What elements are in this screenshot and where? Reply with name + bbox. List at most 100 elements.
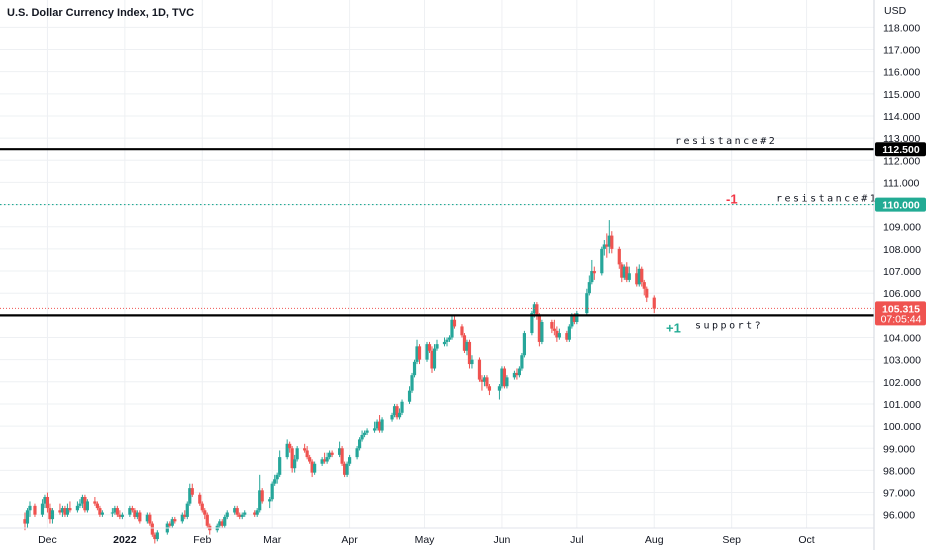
candle-body — [610, 235, 614, 249]
candle-body — [517, 368, 522, 376]
candle-body — [303, 448, 307, 451]
candle-body — [80, 496, 85, 504]
resistance#1-tag-label: 110.000 — [882, 200, 920, 212]
candle — [362, 430, 367, 438]
y-tick-label: 102.000 — [883, 377, 921, 389]
candle — [445, 337, 449, 347]
candle-body — [330, 452, 334, 455]
candle — [397, 408, 402, 420]
candle-body — [470, 359, 474, 365]
candle-body — [535, 304, 539, 316]
y-tick-label: 114.000 — [883, 111, 920, 123]
x-tick-label: 2022 — [113, 534, 137, 546]
candle — [567, 324, 571, 342]
candle — [260, 488, 264, 504]
candle — [602, 240, 606, 256]
candle-body — [540, 321, 544, 342]
candle — [203, 508, 207, 520]
candle-body — [482, 377, 487, 382]
resistance#2-tag-label: 112.500 — [882, 144, 920, 156]
candle — [135, 510, 139, 520]
candle-body — [240, 514, 244, 517]
currency-label: USD — [884, 5, 907, 17]
candle-body — [270, 483, 274, 500]
candle — [110, 508, 114, 517]
candle-body — [417, 346, 422, 360]
candle — [465, 339, 469, 356]
candle — [45, 492, 50, 513]
candle — [417, 344, 422, 365]
resistance#2-note: resistance#2 — [675, 136, 777, 147]
candle — [270, 481, 274, 502]
candle-body — [235, 508, 239, 515]
candle — [285, 439, 289, 460]
candle — [645, 286, 649, 303]
candle-body — [223, 516, 227, 526]
candle — [180, 512, 184, 524]
candle-body — [427, 344, 432, 351]
candle-body — [45, 496, 50, 509]
candle — [243, 510, 247, 517]
y-tick-label: 118.000 — [883, 22, 920, 34]
candle-body — [33, 505, 37, 515]
x-tick-label: Apr — [341, 534, 358, 546]
marker-label: +1 — [666, 320, 681, 335]
candle — [487, 384, 492, 396]
candle — [220, 519, 224, 528]
candle — [113, 505, 117, 515]
y-tick-label: 111.000 — [883, 177, 920, 189]
candle-body — [100, 512, 104, 515]
candle — [320, 457, 324, 466]
candle — [255, 508, 259, 517]
candle — [278, 450, 282, 478]
candle — [605, 233, 609, 258]
candle — [348, 454, 352, 466]
x-tick-label: Feb — [193, 534, 211, 546]
x-tick-label: Oct — [798, 534, 814, 546]
x-tick-label: Jul — [570, 534, 583, 546]
y-tick-label: 104.000 — [883, 332, 921, 344]
candle-body — [552, 328, 556, 331]
candle — [173, 516, 177, 524]
candle — [268, 496, 272, 509]
candle — [590, 259, 594, 285]
candle-body — [285, 443, 289, 458]
candle-body — [173, 519, 177, 522]
candle-body — [130, 508, 134, 511]
y-tick-label: 98.000 — [883, 465, 915, 477]
candle — [462, 333, 467, 353]
candle-body — [430, 350, 434, 369]
candle — [148, 512, 152, 526]
candle — [100, 510, 104, 517]
candle-body — [328, 452, 332, 458]
candle-body — [225, 512, 229, 517]
y-tick-label: 96.000 — [883, 510, 915, 522]
candle — [415, 339, 419, 365]
candle — [467, 339, 472, 369]
candle-body — [348, 457, 352, 464]
candle-body — [360, 434, 364, 440]
candle — [585, 288, 589, 316]
candle-body — [135, 512, 139, 517]
candle — [522, 330, 526, 358]
candle-body — [75, 505, 80, 511]
candle-body — [652, 297, 656, 309]
candle-body — [48, 508, 52, 520]
candle-body — [575, 313, 579, 322]
candle-body — [500, 368, 504, 387]
candle — [188, 483, 192, 506]
candle-body — [255, 510, 259, 515]
candle-body — [435, 344, 439, 349]
candle-body — [365, 430, 369, 433]
candle — [120, 512, 124, 520]
candle — [377, 415, 382, 433]
candle — [310, 459, 314, 478]
resistance#2-tag — [875, 142, 926, 157]
candle — [275, 472, 279, 484]
candle — [305, 446, 309, 460]
candle-body — [627, 273, 631, 280]
candle-body — [295, 448, 299, 460]
candle-body — [590, 271, 594, 283]
candle — [28, 501, 32, 517]
